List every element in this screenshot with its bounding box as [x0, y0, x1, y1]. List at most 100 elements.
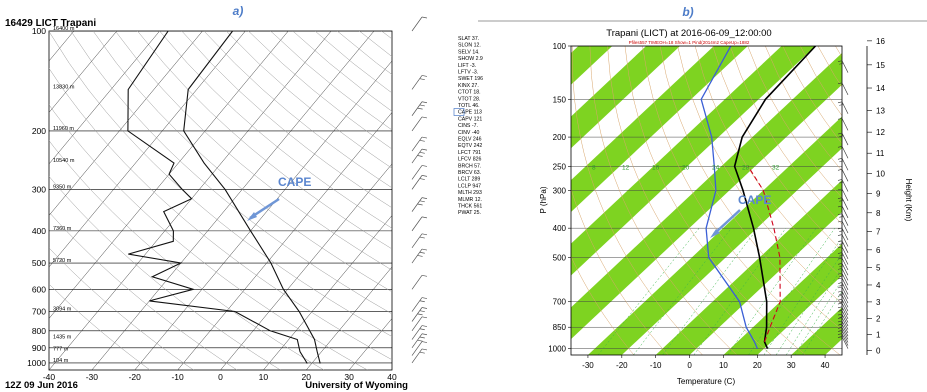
mixing-ratio-label: 28: [742, 164, 750, 171]
wind-barb: [841, 227, 849, 241]
isotherm-line: [49, 31, 117, 113]
dry-adiabat: [159, 31, 392, 229]
index-item: LFCV 826: [458, 157, 481, 163]
cape-label-a: CAPE: [278, 175, 311, 189]
index-item: SWET 196: [458, 76, 483, 82]
wind-barb-flag: [839, 62, 844, 65]
index-item: CINS -7.: [458, 123, 478, 129]
y-tick-label: 150: [553, 95, 567, 104]
wind-barb-flag: [837, 306, 843, 309]
y-tick-label: 500: [553, 254, 567, 263]
dry-adiabat: [226, 31, 392, 169]
wind-barb-flag: [837, 277, 843, 280]
y-tick-label: 800: [32, 326, 46, 336]
panel-a-label: a): [233, 4, 244, 18]
wind-barb-flag: [837, 240, 843, 243]
wind-barb-flag: [839, 104, 844, 106]
wind-barb-flag: [839, 243, 844, 245]
wind-barb: [841, 158, 849, 171]
wind-barb-flag: [417, 155, 423, 157]
wind-barb-flag: [421, 216, 428, 219]
wind-barb: [411, 75, 423, 90]
wind-barb: [841, 324, 849, 337]
wind-barb: [841, 252, 849, 265]
mixing-ratio-line: [775, 253, 842, 355]
wind-barb: [411, 148, 423, 164]
wind-barb-flag: [421, 233, 428, 236]
wind-barb-flag: [837, 263, 843, 265]
y-tick-label: 600: [32, 284, 46, 294]
wind-barb-flag: [839, 135, 844, 137]
x-tick-label: 10: [259, 372, 269, 382]
dry-adiabat: [747, 46, 842, 198]
height-tick-label: 8: [876, 209, 881, 218]
y-tick-label: 1000: [548, 345, 566, 354]
wind-barb-flag: [419, 151, 425, 154]
dry-adiabat: [92, 31, 392, 293]
footer-source: University of Wyoming: [305, 380, 408, 391]
wind-barb-flag: [837, 179, 843, 181]
y-tick-label: 100: [553, 42, 567, 51]
height-label: 10540 m: [53, 158, 75, 164]
wind-barb: [411, 333, 423, 348]
wind-barb-flag: [421, 348, 428, 351]
temperature-band: [655, 180, 842, 355]
dry-adiabat: [49, 211, 238, 370]
wind-barb: [841, 336, 849, 349]
wind-barb-flag: [421, 148, 428, 151]
wind-barb-flag: [417, 255, 423, 257]
x-ticks-a: -40 -30 -20 -10 0 10 20 30 40: [43, 372, 397, 382]
wind-barb: [841, 101, 849, 114]
wind-barb-flag: [421, 297, 428, 299]
dry-adiabat: [659, 46, 842, 331]
height-tick-label: 4: [876, 281, 881, 290]
wind-barb: [841, 299, 849, 312]
wind-barb-flag: [419, 251, 425, 254]
height-tick-label: 6: [876, 246, 881, 255]
x-tick-label: 30: [344, 372, 354, 382]
wind-barb-flag: [837, 298, 843, 301]
wind-barb: [841, 290, 849, 304]
sounding-line-1: [183, 31, 321, 364]
dry-adiabat: [49, 67, 392, 361]
wind-barb-flag: [837, 188, 843, 191]
index-item: LIFT -3.: [458, 63, 476, 69]
y-tick-label: 700: [553, 298, 567, 307]
wind-barb: [411, 275, 423, 290]
wind-barb: [841, 313, 849, 327]
wind-barb-flag: [837, 246, 843, 249]
dry-adiabat: [572, 46, 703, 355]
wind-barb: [841, 302, 849, 316]
index-item: LCLP 947: [458, 183, 481, 189]
index-item: CAPV 121: [458, 116, 482, 122]
wind-barb: [411, 248, 423, 264]
height-tick-label: 2: [876, 314, 881, 323]
series-a: [127, 31, 321, 364]
isotherm-line: [0, 31, 31, 370]
dewpoint-line-b: [700, 46, 758, 349]
height-tick-label: 1: [876, 331, 881, 340]
dry-adiabat: [137, 31, 392, 250]
isotherm-line: [91, 31, 375, 370]
index-item: LFCT 791: [458, 150, 481, 156]
index-item: VTOT 28.: [458, 96, 480, 102]
cape-arrowhead-b: [710, 229, 720, 238]
wind-barb: [411, 197, 423, 212]
mixing-ratio-label: 12: [622, 164, 630, 171]
y-tick-label: 400: [32, 226, 46, 236]
y-tick-label: 250: [553, 162, 567, 171]
wind-barb-flag: [419, 310, 425, 313]
wind-barb-flag: [837, 272, 843, 275]
wind-barb-flag: [839, 199, 844, 202]
wind-barb-flag: [837, 118, 843, 120]
wind-barb-flag: [421, 101, 428, 104]
wind-barb: [841, 330, 849, 343]
wind-barb: [411, 325, 423, 340]
wind-barb-flag: [419, 336, 425, 339]
isotherm-line: [49, 31, 289, 319]
wind-barb: [411, 307, 423, 322]
dry-adiabat: [624, 46, 806, 355]
mixing-ratio-label: 16: [652, 164, 660, 171]
wind-barb-flag: [419, 104, 425, 107]
dry-adiabat: [181, 31, 392, 209]
